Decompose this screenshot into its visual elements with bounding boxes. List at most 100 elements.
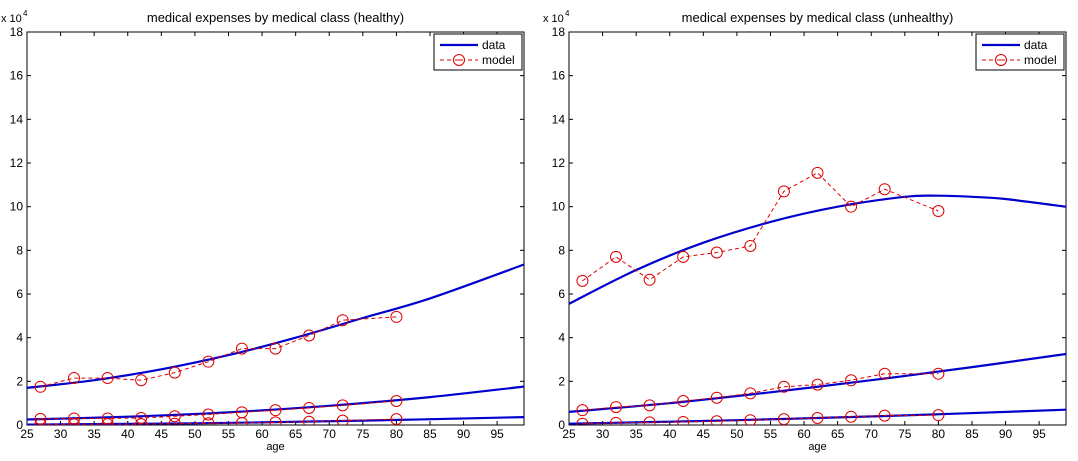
chart-0-y-scale-label: x 10 bbox=[1, 13, 22, 25]
chart-0-xtick-label-14: 95 bbox=[490, 427, 504, 441]
chart-0-model-point-5-4 bbox=[168, 417, 181, 425]
chart-1-xtick-label-6: 55 bbox=[764, 427, 778, 441]
chart-1-series-data-line-1 bbox=[569, 352, 1066, 413]
chart-healthy: medical expenses by medical class (healt… bbox=[1, 9, 525, 453]
chart-1-series-data-line-0 bbox=[569, 194, 1066, 305]
chart-1-series-model-line-5 bbox=[582, 414, 939, 425]
chart-1-model-point-3-9 bbox=[878, 183, 891, 196]
chart-1-model-point-4-4 bbox=[710, 391, 723, 404]
chart-0-model-point-3-7 bbox=[269, 342, 282, 355]
chart-1-ytick-label-6: 12 bbox=[552, 156, 566, 170]
chart-0-xtick-label-9: 70 bbox=[323, 427, 337, 441]
chart-0-ytick-label-8: 16 bbox=[10, 69, 24, 83]
chart-0-model-point-4-7 bbox=[269, 404, 282, 417]
chart-1-legend-data-label: data bbox=[1024, 38, 1048, 52]
chart-0-ytick-label-5: 10 bbox=[10, 200, 24, 214]
chart-1-ytick-label-5: 10 bbox=[552, 200, 566, 214]
chart-1-model-point-3-2 bbox=[643, 273, 656, 286]
chart-0-model-point-4-10 bbox=[390, 394, 403, 407]
chart-0-xtick-label-2: 35 bbox=[87, 427, 101, 441]
chart-0-y-scale-exponent: 4 bbox=[23, 9, 28, 18]
chart-1-title: medical expenses by medical class (unhea… bbox=[682, 10, 954, 25]
chart-0-model-point-3-8 bbox=[303, 329, 316, 342]
chart-0-model-point-5-1 bbox=[68, 418, 81, 425]
chart-0-model-point-3-6 bbox=[235, 342, 248, 355]
chart-0-model-point-3-1 bbox=[68, 372, 81, 385]
chart-0-xtick-label-10: 75 bbox=[356, 427, 370, 441]
chart-1-ytick-label-7: 14 bbox=[552, 112, 566, 126]
chart-1-model-point-4-5 bbox=[744, 387, 757, 400]
chart-0-model-point-5-3 bbox=[135, 418, 148, 425]
chart-0-model-point-4-3 bbox=[135, 412, 148, 425]
chart-1-y-scale-exponent: 4 bbox=[565, 9, 570, 18]
chart-1-ytick-label-3: 6 bbox=[558, 287, 565, 301]
chart-0-series-model-line-4 bbox=[40, 400, 397, 420]
chart-1-xtick-label-0: 25 bbox=[562, 427, 576, 441]
chart-1-model-point-4-1 bbox=[610, 401, 623, 414]
chart-0-model-point-3-10 bbox=[390, 310, 403, 323]
chart-0-model-point-3-3 bbox=[135, 374, 148, 387]
chart-0-model-point-5-9 bbox=[336, 414, 349, 425]
chart-1-xtick-label-4: 45 bbox=[697, 427, 711, 441]
chart-0-model-point-5-2 bbox=[101, 418, 114, 425]
chart-0-model-point-4-1 bbox=[68, 412, 81, 425]
chart-0-model-point-5-6 bbox=[235, 417, 248, 425]
chart-0-xtick-label-8: 65 bbox=[289, 427, 303, 441]
chart-1-model-point-4-2 bbox=[643, 399, 656, 412]
chart-unhealthy: medical expenses by medical class (unhea… bbox=[543, 9, 1067, 453]
chart-1-xtick-label-12: 85 bbox=[965, 427, 979, 441]
chart-0-legend-data-label: data bbox=[482, 38, 506, 52]
chart-1-model-point-3-6 bbox=[777, 185, 790, 198]
chart-0-model-point-3-5 bbox=[202, 355, 215, 368]
chart-1-xtick-label-10: 75 bbox=[898, 427, 912, 441]
chart-1-model-point-5-8 bbox=[845, 410, 858, 423]
chart-1-xtick-label-2: 35 bbox=[629, 427, 643, 441]
chart-0-legend-model-label: model bbox=[482, 53, 515, 67]
chart-1-model-point-5-4 bbox=[710, 415, 723, 425]
chart-0-title: medical expenses by medical class (healt… bbox=[147, 10, 404, 25]
chart-0-series-group bbox=[27, 263, 524, 425]
chart-1-xtick-label-11: 80 bbox=[932, 427, 946, 441]
chart-0-model-point-4-9 bbox=[336, 399, 349, 412]
chart-1-model-point-3-1 bbox=[610, 250, 623, 263]
chart-1-model-point-4-0 bbox=[576, 404, 589, 417]
chart-1-xtick-label-9: 70 bbox=[865, 427, 879, 441]
chart-1-series-model-line-4 bbox=[582, 373, 939, 411]
chart-1-model-point-4-6 bbox=[777, 380, 790, 393]
chart-1-xtick-label-8: 65 bbox=[831, 427, 845, 441]
chart-1-model-point-3-10 bbox=[932, 205, 945, 218]
chart-1-model-point-3-3 bbox=[677, 250, 690, 263]
chart-0-ytick-label-3: 6 bbox=[16, 287, 23, 301]
chart-0-xtick-label-13: 90 bbox=[457, 427, 471, 441]
chart-0-series-model-line-5 bbox=[40, 418, 397, 425]
chart-0-ytick-label-1: 2 bbox=[16, 374, 23, 388]
chart-1-xtick-label-14: 95 bbox=[1032, 427, 1046, 441]
chart-1-model-point-4-3 bbox=[677, 394, 690, 407]
chart-0-xtick-label-4: 45 bbox=[155, 427, 169, 441]
chart-1-model-point-3-5 bbox=[744, 239, 757, 252]
chart-1-ytick-label-0: 0 bbox=[558, 418, 565, 432]
chart-1-legend-model-label: model bbox=[1024, 53, 1057, 67]
chart-1-series-group bbox=[569, 166, 1066, 425]
chart-0-series-model-line-3 bbox=[40, 316, 397, 388]
chart-1-ytick-label-9: 18 bbox=[552, 25, 566, 39]
chart-1-model-point-5-2 bbox=[643, 416, 656, 425]
chart-1-model-point-5-9 bbox=[878, 409, 891, 422]
chart-0-ytick-label-2: 4 bbox=[16, 331, 23, 345]
chart-0-ytick-label-7: 14 bbox=[10, 112, 24, 126]
chart-1-xtick-label-3: 40 bbox=[663, 427, 677, 441]
chart-1-model-point-5-6 bbox=[777, 413, 790, 425]
chart-0-model-point-4-4 bbox=[168, 410, 181, 423]
chart-1-ytick-label-2: 4 bbox=[558, 331, 565, 345]
chart-1-plot-frame bbox=[568, 31, 1067, 426]
chart-0-model-point-4-5 bbox=[202, 408, 215, 421]
chart-0-xtick-label-11: 80 bbox=[390, 427, 404, 441]
chart-0-model-point-5-10 bbox=[390, 413, 403, 425]
chart-1-model-point-4-8 bbox=[845, 374, 858, 387]
chart-0-model-point-3-2 bbox=[101, 372, 114, 385]
chart-1-model-point-4-10 bbox=[932, 367, 945, 380]
chart-1-model-point-3-0 bbox=[576, 274, 589, 287]
chart-1-y-scale-label: x 10 bbox=[543, 13, 564, 25]
chart-1-model-point-3-8 bbox=[845, 200, 858, 213]
